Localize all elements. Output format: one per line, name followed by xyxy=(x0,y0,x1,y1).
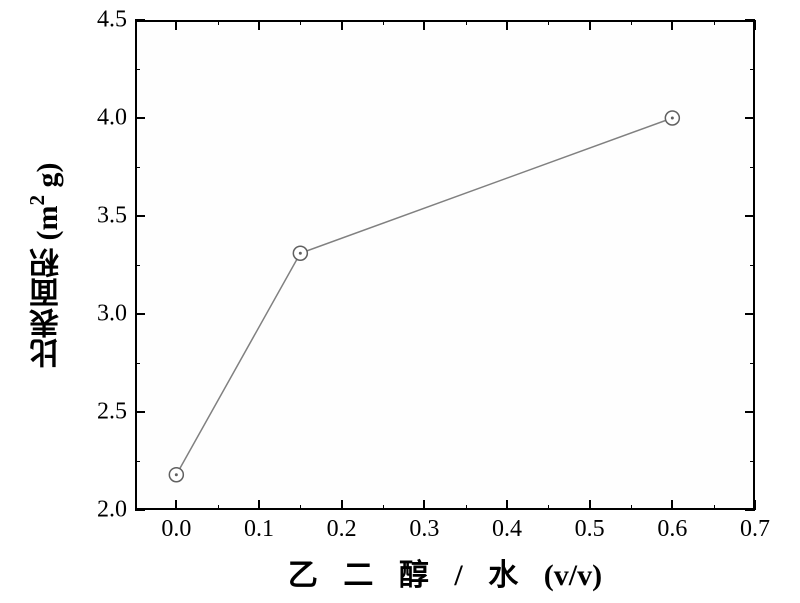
x-minor-tick-top xyxy=(300,20,301,25)
y-minor-tick-right xyxy=(750,363,755,364)
y-minor-tick-right xyxy=(750,461,755,462)
y-tick xyxy=(135,19,145,21)
y-tick-label: 4.5 xyxy=(87,7,127,34)
y-tick-label: 2.5 xyxy=(87,399,127,426)
y-minor-tick xyxy=(135,167,140,168)
x-tick-top xyxy=(175,20,177,30)
y-tick-right xyxy=(745,215,755,217)
x-minor-tick xyxy=(548,505,549,510)
y-minor-tick xyxy=(135,461,140,462)
y-label-unit-post: g) xyxy=(31,162,64,195)
x-tick-label: 0.6 xyxy=(657,516,687,543)
y-tick xyxy=(135,313,145,315)
x-minor-tick-top xyxy=(548,20,549,25)
x-tick-label: 0.1 xyxy=(244,516,274,543)
x-minor-tick-top xyxy=(218,20,219,25)
x-tick-top xyxy=(506,20,508,30)
y-minor-tick-right xyxy=(750,167,755,168)
y-tick-label: 3.0 xyxy=(87,301,127,328)
x-tick xyxy=(175,500,177,510)
y-label-unit-sup: 2 xyxy=(25,195,49,206)
y-tick-right xyxy=(745,509,755,511)
x-minor-tick-top xyxy=(631,20,632,25)
y-tick xyxy=(135,215,145,217)
y-label-unit-pre: (m xyxy=(31,205,64,240)
y-tick-label: 4.0 xyxy=(87,105,127,132)
x-tick xyxy=(423,500,425,510)
x-tick-label: 0.0 xyxy=(161,516,191,543)
y-tick-label: 3.5 xyxy=(87,203,127,230)
y-minor-tick-right xyxy=(750,69,755,70)
x-minor-tick xyxy=(383,505,384,510)
data-line xyxy=(176,118,672,475)
x-axis-label: 乙 二 醇 / 水 (v/v) xyxy=(135,550,755,594)
data-marker xyxy=(293,246,307,260)
x-minor-tick-top xyxy=(714,20,715,25)
y-axis-label: 比表面积 (m2 g) xyxy=(25,135,70,395)
x-minor-tick-top xyxy=(466,20,467,25)
y-minor-tick xyxy=(135,265,140,266)
x-tick-label: 0.3 xyxy=(409,516,439,543)
x-minor-tick xyxy=(218,505,219,510)
x-tick xyxy=(258,500,260,510)
x-minor-tick xyxy=(631,505,632,510)
y-tick-right xyxy=(745,313,755,315)
y-tick-right xyxy=(745,411,755,413)
y-tick-label: 2.0 xyxy=(87,497,127,524)
y-minor-tick-right xyxy=(750,265,755,266)
x-minor-tick xyxy=(466,505,467,510)
x-tick-label: 0.2 xyxy=(327,516,357,543)
x-tick xyxy=(506,500,508,510)
x-tick-label: 0.7 xyxy=(740,516,770,543)
x-minor-tick xyxy=(714,505,715,510)
y-tick xyxy=(135,411,145,413)
y-tick-right xyxy=(745,19,755,21)
data-marker xyxy=(169,468,183,482)
x-tick-top xyxy=(754,20,756,30)
y-tick-right xyxy=(745,117,755,119)
y-tick xyxy=(135,509,145,511)
x-tick-top xyxy=(341,20,343,30)
y-minor-tick xyxy=(135,363,140,364)
x-tick-top xyxy=(671,20,673,30)
x-label-pre: 乙 二 醇 / 水 xyxy=(288,559,544,592)
x-tick-label: 0.5 xyxy=(575,516,605,543)
x-tick xyxy=(589,500,591,510)
x-tick-top xyxy=(258,20,260,30)
x-tick-label: 0.4 xyxy=(492,516,522,543)
x-label-unit: (v/v) xyxy=(544,559,602,592)
x-tick xyxy=(671,500,673,510)
chart-container: 比表面积 (m2 g) 乙 二 醇 / 水 (v/v) 0.0 0.1 0.2 0.3… xyxy=(0,0,800,603)
x-minor-tick xyxy=(300,505,301,510)
y-tick xyxy=(135,117,145,119)
x-minor-tick-top xyxy=(383,20,384,25)
x-tick xyxy=(341,500,343,510)
data-marker xyxy=(665,111,679,125)
x-tick-top xyxy=(589,20,591,30)
y-minor-tick xyxy=(135,69,140,70)
x-tick-top xyxy=(423,20,425,30)
y-label-text: 比表面积 xyxy=(31,240,64,368)
